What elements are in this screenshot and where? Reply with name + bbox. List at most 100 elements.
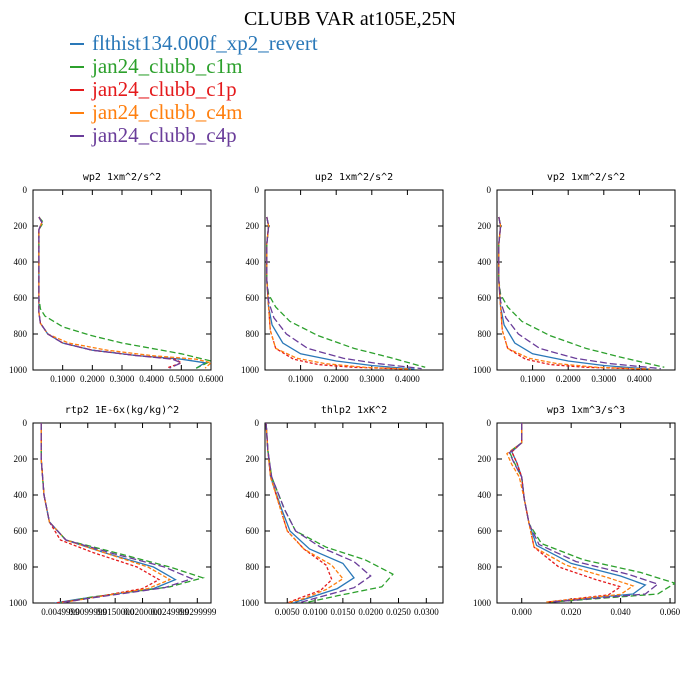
x-tick-label: 0.0100 xyxy=(303,607,328,617)
x-tick-label: 0.2000 xyxy=(556,374,581,384)
x-tick-label: 0.0200 xyxy=(358,607,383,617)
legend-item: jan24_clubb_c4p xyxy=(70,124,318,147)
legend-swatch xyxy=(70,42,84,45)
series-line xyxy=(511,423,647,603)
x-tick-label: 0.0049999 xyxy=(41,607,80,617)
series-line xyxy=(38,216,211,369)
x-tick-label: 0.040 xyxy=(610,607,631,617)
legend-swatch xyxy=(70,134,84,137)
x-tick-label: 0.4000 xyxy=(627,374,652,384)
x-tick-label: 0.0200000 xyxy=(123,607,162,617)
series-line xyxy=(40,423,194,603)
y-tick-label: 600 xyxy=(14,293,28,303)
subplot: up2 1xm^2/s^2 0 200 400 600 800 1000 0.1000 0.20… xyxy=(241,172,444,384)
series-line xyxy=(498,216,651,370)
legend-swatch xyxy=(70,88,84,91)
y-tick-label: 400 xyxy=(14,257,28,267)
y-tick-label: 600 xyxy=(14,526,28,536)
x-tick-label: 0.0050 xyxy=(275,607,300,617)
legend-swatch xyxy=(70,111,84,114)
subplot: vp2 1xm^2/s^2 0 200 400 600 800 1000 0.1000 0.20… xyxy=(473,172,676,384)
series-line xyxy=(40,423,172,603)
y-tick-label: 200 xyxy=(478,454,492,464)
y-tick-label: 1000 xyxy=(9,365,28,375)
plot-frame xyxy=(496,189,676,371)
x-tick-label: 0.5000 xyxy=(169,374,194,384)
plot-frame xyxy=(264,422,444,604)
y-tick-label: 600 xyxy=(478,293,492,303)
subplot: rtp2 1E-6x(kg/kg)^2 0 200 400 600 800 1000 0.00… xyxy=(9,405,217,617)
legend-label: flthist134.000f_xp2_revert xyxy=(92,31,318,55)
y-tick-label: 0 xyxy=(23,418,28,428)
series-line xyxy=(265,423,344,603)
series-line xyxy=(266,216,415,370)
y-tick-label: 200 xyxy=(478,221,492,231)
legend-label: jan24_clubb_c1m xyxy=(92,54,243,78)
series-line xyxy=(498,216,661,370)
series-line xyxy=(506,423,635,603)
series-line xyxy=(38,216,207,369)
y-tick-label: 0 xyxy=(487,185,492,195)
x-tick-label: 0.1000 xyxy=(520,374,545,384)
y-tick-label: 200 xyxy=(246,454,260,464)
x-tick-label: 0.0099999 xyxy=(69,607,108,617)
subplot: wp2 1xm^2/s^2 0 200 400 600 800 1000 0.1000 0.20… xyxy=(9,172,224,384)
y-tick-label: 800 xyxy=(478,562,492,572)
y-tick-label: 400 xyxy=(478,490,492,500)
series-line xyxy=(511,423,623,603)
x-tick-label: 0.1000 xyxy=(288,374,313,384)
main-title: CLUBB VAR at105E,25N xyxy=(243,8,457,30)
y-tick-label: 0 xyxy=(255,185,260,195)
y-tick-label: 1000 xyxy=(241,365,260,375)
subplot-title: wp2 1xm^2/s^2 xyxy=(83,172,161,183)
y-tick-label: 0 xyxy=(487,418,492,428)
legend-item: jan24_clubb_c1p xyxy=(70,78,318,101)
x-tick-label: 0.060 xyxy=(660,607,681,617)
x-tick-label: 0.000 xyxy=(512,607,533,617)
y-tick-label: 1000 xyxy=(473,365,492,375)
subplot-title: up2 1xm^2/s^2 xyxy=(315,172,393,183)
legend-item: flthist134.000f_xp2_revert xyxy=(70,32,318,55)
subplot-title: wp3 1xm^3/s^3 xyxy=(547,405,625,416)
legend-item: jan24_clubb_c1m xyxy=(70,55,318,78)
plot-frame xyxy=(32,422,212,604)
x-tick-label: 0.0150000 xyxy=(96,607,135,617)
y-tick-label: 0 xyxy=(255,418,260,428)
series-line xyxy=(266,216,422,370)
subplot-title: vp2 1xm^2/s^2 xyxy=(547,172,625,183)
series-line xyxy=(40,423,177,603)
series-line xyxy=(266,216,426,368)
series-line xyxy=(265,423,394,603)
x-tick-label: 0.020 xyxy=(561,607,582,617)
y-tick-label: 200 xyxy=(246,221,260,231)
legend: flthist134.000f_xp2_revert jan24_clubb_c… xyxy=(70,32,318,147)
series-line xyxy=(38,216,183,369)
series-line xyxy=(265,423,333,603)
plot-frame xyxy=(496,422,676,604)
y-tick-label: 600 xyxy=(246,526,260,536)
x-tick-label: 0.1000 xyxy=(50,374,75,384)
series-line xyxy=(498,216,665,368)
x-tick-label: 0.0250 xyxy=(386,607,411,617)
legend-label: jan24_clubb_c1p xyxy=(92,77,237,101)
y-tick-label: 600 xyxy=(478,526,492,536)
y-tick-label: 1000 xyxy=(473,598,492,608)
y-tick-label: 400 xyxy=(478,257,492,267)
x-tick-label: 0.2000 xyxy=(80,374,105,384)
y-tick-label: 800 xyxy=(478,329,492,339)
y-tick-label: 400 xyxy=(14,490,28,500)
x-tick-label: 0.3000 xyxy=(591,374,616,384)
y-tick-label: 800 xyxy=(14,329,28,339)
subplot-title: rtp2 1E-6x(kg/kg)^2 xyxy=(65,405,179,416)
series-line xyxy=(265,423,372,603)
x-tick-label: 0.2000 xyxy=(324,374,349,384)
y-tick-label: 400 xyxy=(246,257,260,267)
y-tick-label: 800 xyxy=(246,562,260,572)
series-line xyxy=(508,423,675,603)
x-tick-label: 0.0299999 xyxy=(178,607,217,617)
legend-label: jan24_clubb_c4p xyxy=(92,123,237,147)
y-tick-label: 1000 xyxy=(9,598,28,608)
y-tick-label: 200 xyxy=(14,454,28,464)
subplot: thlp2 1xK^2 0 200 400 600 800 1000 0.0050 0.0100… xyxy=(241,405,444,617)
